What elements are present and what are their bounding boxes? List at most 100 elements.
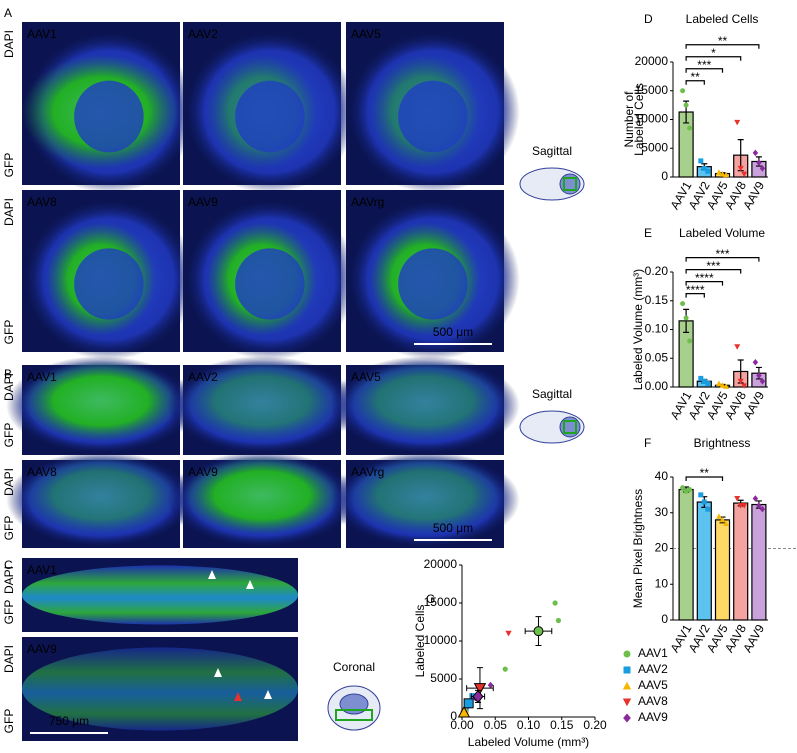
x-axis-label: Labeled Volume (mm³) xyxy=(468,735,589,749)
tissue-gfp xyxy=(22,360,180,442)
point xyxy=(622,681,632,690)
panel-letter: E xyxy=(644,226,652,240)
y-tick-label: 20000 xyxy=(424,557,458,571)
point xyxy=(680,88,686,94)
legend-label: AAV2 xyxy=(638,662,668,676)
view-label: Sagittal xyxy=(532,387,572,401)
x-tick-label: 0.15 xyxy=(550,718,574,732)
point xyxy=(737,378,744,385)
tissue-gfp xyxy=(183,455,341,535)
point xyxy=(716,380,722,387)
tissue-gfp xyxy=(346,360,504,442)
tissue-band xyxy=(22,565,298,625)
chart-title: Brightness xyxy=(694,436,751,450)
significance-label: ** xyxy=(691,70,701,84)
y-tick-label: 15000 xyxy=(424,595,458,609)
y-tick-label: 10000 xyxy=(635,112,669,126)
y-tick-label: 30 xyxy=(655,505,669,519)
chart-title: Labeled Volume xyxy=(679,226,765,240)
tissue-gfp xyxy=(346,455,504,535)
y-tick-label: 0.15 xyxy=(645,293,669,307)
point xyxy=(680,485,686,491)
point xyxy=(701,165,707,171)
point xyxy=(687,125,693,131)
point xyxy=(741,383,748,389)
panel-letter: B xyxy=(4,367,12,381)
point xyxy=(623,650,631,658)
significance-bracket xyxy=(685,269,742,274)
point xyxy=(723,520,729,526)
point xyxy=(719,382,726,388)
stain-label: GFP xyxy=(2,709,16,734)
chart-title: Labeled Cells xyxy=(686,12,759,26)
panel-letter: D xyxy=(644,12,653,26)
error-bar xyxy=(683,308,690,333)
x-tick-label: 0.10 xyxy=(517,718,541,732)
y-axis-label: Mean Pixel Brightness xyxy=(631,489,645,608)
panel-letter: F xyxy=(644,436,651,450)
point xyxy=(687,487,693,493)
point xyxy=(723,383,729,389)
point xyxy=(552,600,558,606)
legend-label: AAV9 xyxy=(638,710,668,724)
point xyxy=(680,301,686,307)
significance-label: **** xyxy=(695,271,714,285)
y-tick-label: 0 xyxy=(661,612,668,626)
stain-label: DAPI xyxy=(2,566,16,594)
significance-bracket xyxy=(685,68,724,73)
significance-label: **** xyxy=(686,283,705,297)
arrowhead xyxy=(264,690,272,699)
image-label: AAV8 xyxy=(27,465,57,479)
point xyxy=(698,158,704,164)
x-tick-label: 0.20 xyxy=(583,718,607,732)
point xyxy=(487,681,494,689)
point xyxy=(759,165,766,172)
point xyxy=(756,159,762,166)
y-tick-label: 5000 xyxy=(641,140,668,154)
image-label: AAV1 xyxy=(27,27,57,41)
point xyxy=(505,630,512,637)
y-axis-label: Labeled Cells xyxy=(632,83,646,156)
significance-bracket xyxy=(685,293,705,298)
point xyxy=(698,375,704,381)
legend-label: AAV5 xyxy=(638,678,668,692)
point xyxy=(463,698,474,709)
point xyxy=(716,513,722,519)
point xyxy=(473,683,487,695)
point xyxy=(716,169,722,175)
significance-bracket xyxy=(685,56,742,61)
image-label: AAV9 xyxy=(27,642,57,656)
image-label: AAV5 xyxy=(351,370,381,384)
bar xyxy=(678,488,694,621)
y-tick-label: 15000 xyxy=(635,83,669,97)
significance-bracket xyxy=(685,257,760,262)
brain-icon-roi xyxy=(335,709,373,721)
image-label: AAV5 xyxy=(351,27,381,41)
point xyxy=(734,119,741,126)
point xyxy=(705,506,711,512)
image-label: AAV1 xyxy=(27,370,57,384)
y-tick-label: 10 xyxy=(655,576,669,590)
image-label: AAV8 xyxy=(27,195,57,209)
point xyxy=(472,689,484,704)
bar xyxy=(696,501,712,621)
point xyxy=(555,617,562,624)
image-label: AAV9 xyxy=(188,465,218,479)
tissue-gfp xyxy=(183,360,341,442)
stain-label: GFP xyxy=(2,516,16,541)
tissue-core xyxy=(398,80,468,153)
point xyxy=(723,171,729,178)
y-tick-label: 0.10 xyxy=(645,322,669,336)
stain-label: GFP xyxy=(2,320,16,345)
image-label: AAV2 xyxy=(188,27,218,41)
point xyxy=(701,378,707,384)
y-tick-label: 0.00 xyxy=(645,379,669,393)
panel-letter: G xyxy=(426,592,435,606)
tissue-core xyxy=(74,80,144,153)
view-label: Coronal xyxy=(333,660,375,674)
tissue-core xyxy=(398,248,468,320)
tissue-band xyxy=(22,647,298,731)
arrowhead xyxy=(234,692,242,701)
bar xyxy=(714,519,731,621)
significance-label: *** xyxy=(715,247,729,261)
